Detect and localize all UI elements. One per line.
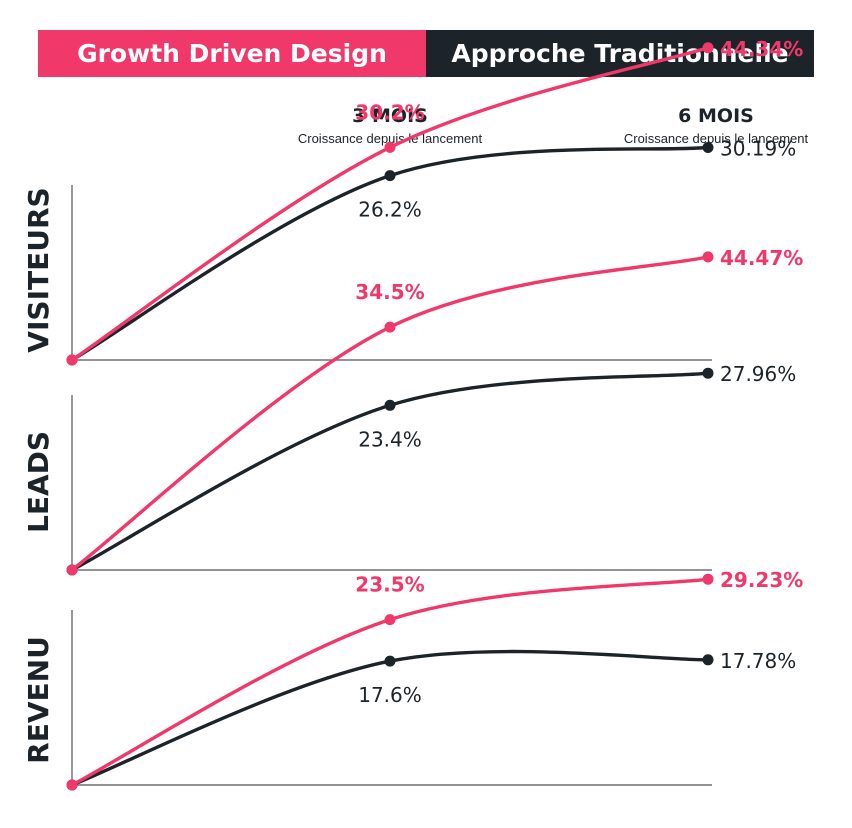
column-subtitle-6-months: Croissance depuis le lancement: [623, 131, 809, 146]
point-gdd-leads-1: [384, 321, 396, 333]
line-traditional-revenu: [70, 649, 710, 787]
value-label-traditional-revenu-2: 17.78%: [720, 649, 796, 673]
point-gdd-visiteurs-2: [702, 42, 714, 54]
value-label-traditional-visiteurs-2: 30.19%: [720, 136, 796, 160]
value-label-traditional-leads-1: 23.4%: [358, 427, 422, 451]
line-gdd-revenu: [70, 577, 710, 787]
value-label-gdd-leads-2: 44.47%: [720, 246, 803, 270]
column-title-6-months: 6 MOIS: [678, 105, 754, 127]
column-header-6-months: 6 MOIS Croissance depuis le lancement: [596, 104, 836, 148]
value-label-traditional-revenu-1: 17.6%: [358, 683, 422, 707]
legend: Growth Driven Design Approche Traditionn…: [38, 30, 814, 77]
value-label-gdd-visiteurs-1: 30.2%: [355, 100, 424, 124]
value-label-traditional-leads-2: 27.96%: [720, 362, 796, 386]
point-gdd-revenu-2: [702, 573, 714, 585]
value-label-gdd-revenu-2: 29.23%: [720, 568, 803, 592]
point-traditional-revenu-1: [384, 655, 396, 667]
point-traditional-leads-2: [702, 367, 714, 379]
point-gdd-revenu-0: [66, 779, 78, 791]
value-label-gdd-revenu-1: 23.5%: [355, 573, 424, 597]
point-traditional-visiteurs-2: [702, 142, 714, 153]
panel-title-leads: LEADS: [22, 431, 55, 533]
value-label-traditional-visiteurs-1: 26.2%: [358, 198, 422, 222]
point-gdd-leads-2: [702, 251, 714, 263]
point-gdd-leads-0: [66, 564, 78, 576]
panel-title-visiteurs: VISITEURS: [22, 187, 55, 352]
legend-gdd: Growth Driven Design: [38, 30, 426, 77]
point-gdd-revenu-1: [384, 614, 396, 626]
point-gdd-visiteurs-0: [66, 354, 78, 366]
point-gdd-visiteurs-1: [384, 141, 396, 153]
point-traditional-revenu-2: [702, 654, 714, 666]
column-title-3-months: 3 MOIS: [352, 105, 428, 127]
point-traditional-visiteurs-1: [384, 170, 396, 182]
column-header-3-months: 3 MOIS Croissance depuis le lancement: [270, 104, 510, 148]
column-subtitle-3-months: Croissance depuis le lancement: [297, 131, 483, 146]
value-label-gdd-visiteurs-2: 44.34%: [720, 37, 803, 61]
value-label-gdd-leads-1: 34.5%: [355, 280, 424, 304]
panel-title-revenu: REVENU: [22, 636, 55, 764]
point-traditional-leads-1: [384, 399, 396, 411]
